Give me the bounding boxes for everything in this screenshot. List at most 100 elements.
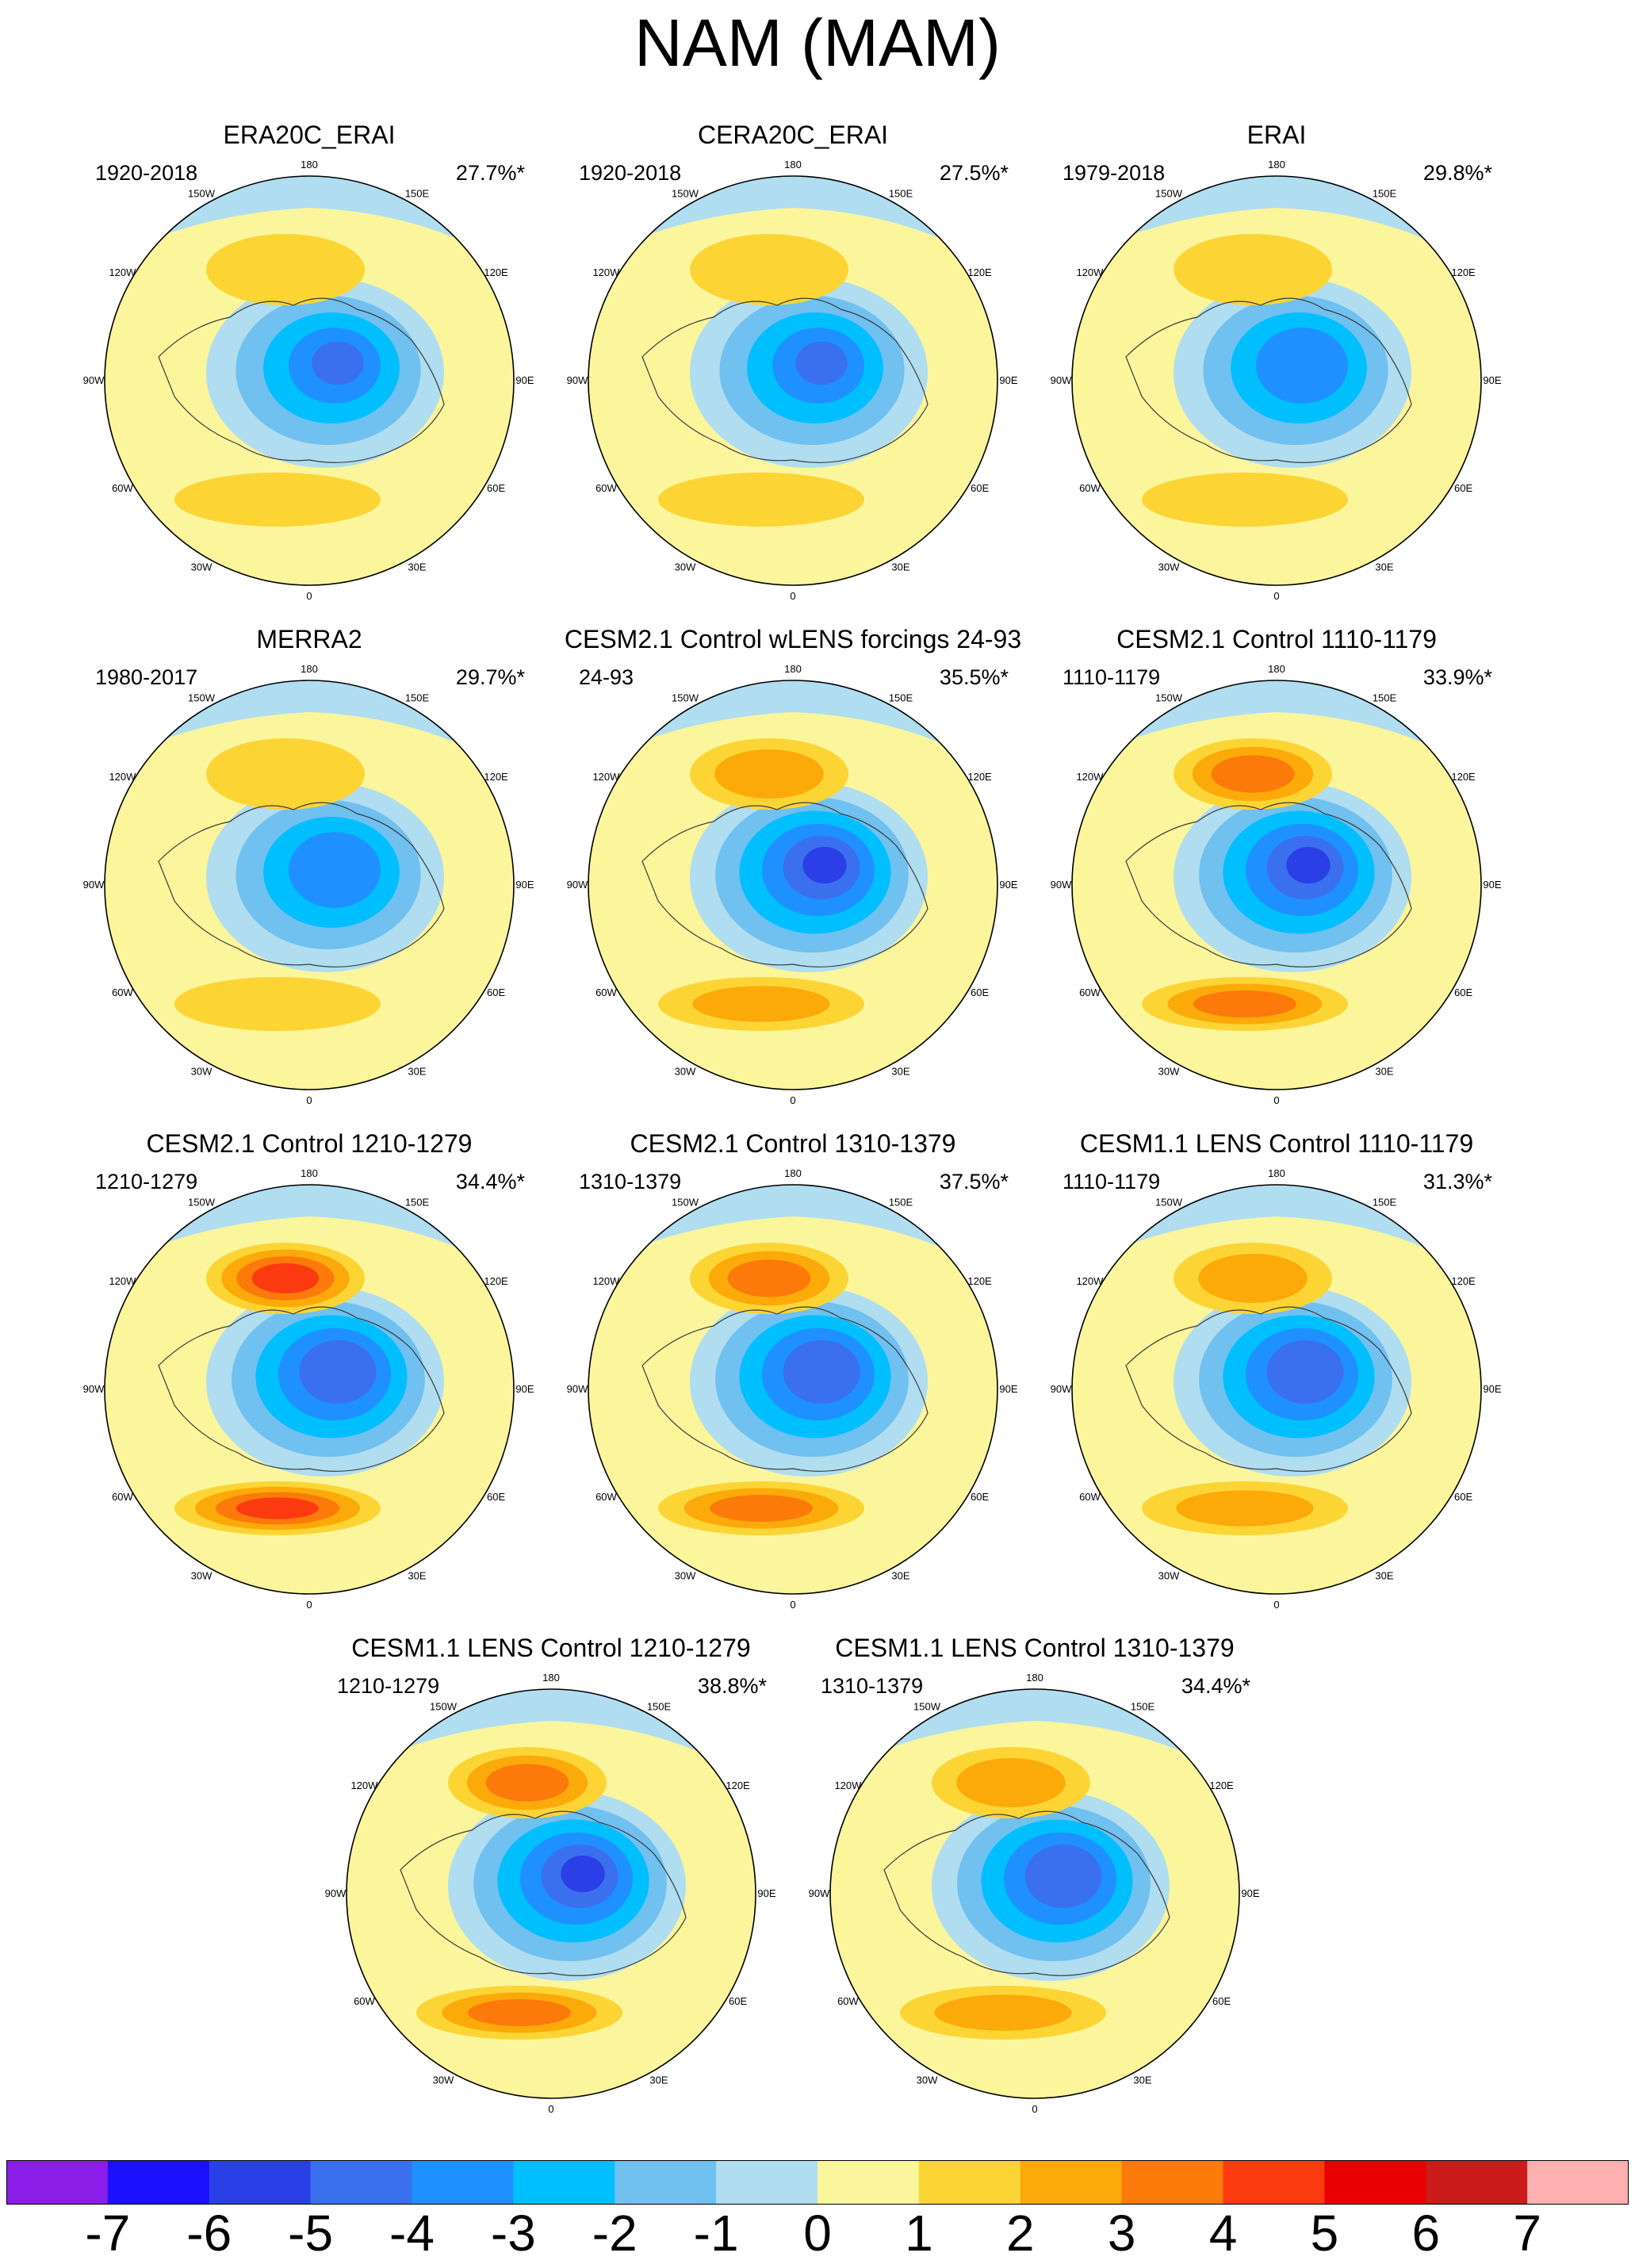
longitude-label: 30E xyxy=(891,561,909,573)
low-contour-level xyxy=(299,1340,377,1404)
colorbar-tick-label: 4 xyxy=(1208,2205,1238,2262)
atlantic-high-contour-level xyxy=(710,1495,813,1522)
longitude-label: 150E xyxy=(647,1700,672,1712)
longitude-label: 90W xyxy=(567,879,588,891)
pacific-high-contour-level xyxy=(1211,755,1295,793)
polar-map: 180 150E 120E 90E 60E 30E 0 30W 60W 90W 120W 150W xyxy=(1051,663,1502,1106)
longitude-label: 30E xyxy=(1375,561,1393,573)
map-panel: CESM1.1 LENS Control 1110-1179 1110-1179 3… xyxy=(1039,1128,1514,1635)
longitude-label: 60W xyxy=(112,482,133,494)
map-boundary xyxy=(346,1688,756,2099)
colorbar-swatch xyxy=(209,2160,312,2205)
atlantic-high-contour-level xyxy=(1142,473,1348,527)
colorbar-swatch xyxy=(1020,2160,1123,2205)
anomaly-field xyxy=(1072,1185,1481,1594)
map-boundary xyxy=(1071,1184,1482,1595)
colorbar-frame xyxy=(6,2160,1629,2205)
atlantic-high-contour-level xyxy=(692,986,830,1022)
coastline xyxy=(883,1810,1170,1976)
low-contour-level xyxy=(795,341,848,385)
longitude-label: 90W xyxy=(1051,879,1072,891)
coastline xyxy=(158,297,445,463)
longitude-label: 90W xyxy=(83,374,105,386)
longitude-label: 60W xyxy=(595,1491,617,1503)
polar-map: 180 150E 120E 90E 60E 30E 0 30W 60W 90W 120W 150W xyxy=(1051,1167,1502,1611)
longitude-label: 120W xyxy=(1076,266,1104,278)
longitude-label: 120E xyxy=(726,1780,750,1791)
longitude-label: 90W xyxy=(325,1887,347,1899)
longitude-label: 60W xyxy=(1079,1491,1101,1503)
colorbar-swatch xyxy=(716,2160,818,2205)
coastline xyxy=(1125,297,1412,463)
longitude-label: 120W xyxy=(109,266,136,278)
longitude-label: 150E xyxy=(405,1196,430,1208)
map-panel: CESM1.1 LENS Control 1210-1279 1210-1279 3… xyxy=(313,1632,789,2140)
low-contour-level xyxy=(1256,328,1348,404)
longitude-label: 60E xyxy=(971,482,989,494)
longitude-label: 30W xyxy=(675,561,696,573)
map-boundary xyxy=(104,175,515,586)
polar-map: 180 150E 120E 90E 60E 30E 0 30W 60W 90W 120W 150W xyxy=(83,1167,534,1611)
polar-map: 180 150E 120E 90E 60E 30E 0 30W 60W 90W 120W 150W xyxy=(567,1167,1018,1611)
longitude-label: 150E xyxy=(1373,692,1397,703)
longitude-label: 150W xyxy=(188,1196,216,1208)
map-boundary xyxy=(588,1184,998,1595)
panel-period: 1310-1379 xyxy=(579,1170,682,1193)
longitude-label: 30W xyxy=(917,2075,938,2086)
longitude-label: 150W xyxy=(1155,692,1183,703)
panel-explained-variance: 34.4%* xyxy=(1181,1674,1250,1698)
longitude-label: 30W xyxy=(433,2075,454,2086)
longitude-label: 90W xyxy=(1051,1383,1072,1395)
longitude-label: 0 xyxy=(1273,590,1279,602)
panel-title: CESM1.1 LENS Control 1110-1179 xyxy=(1079,1129,1474,1158)
colorbar-tick-label: -1 xyxy=(693,2205,739,2262)
longitude-label: 60E xyxy=(487,1491,505,1503)
map-panel: ERA20C_ERAI 1920-2018 27.7%* 180 150E 120E 90E… xyxy=(71,119,547,626)
map-panel: CESM1.1 LENS Control 1310-1379 1310-1379 3… xyxy=(797,1632,1273,2140)
colorbar-swatch xyxy=(1324,2160,1426,2205)
atlantic-high-contour-level xyxy=(1193,990,1296,1017)
low-contour-level xyxy=(783,1340,860,1404)
longitude-label: 180 xyxy=(784,663,802,675)
panel-explained-variance: 31.3%* xyxy=(1422,1170,1492,1193)
colorbar-swatches xyxy=(6,2160,1629,2205)
colorbar-tick-label: 7 xyxy=(1513,2205,1541,2262)
longitude-label: 30W xyxy=(675,1066,696,1078)
longitude-label: 0 xyxy=(548,2103,553,2115)
map-panel: ERAI 1979-2018 29.8%* 180 150E 120E 90E 60E 30E 0… xyxy=(1039,119,1514,626)
longitude-label: 30E xyxy=(1133,2075,1151,2086)
anomaly-field xyxy=(105,680,514,1090)
longitude-label: 120W xyxy=(1076,1275,1104,1287)
polar-map: 180 150E 120E 90E 60E 30E 0 30W 60W 90W 120W 150W xyxy=(1051,159,1502,602)
longitude-label: 180 xyxy=(542,1672,560,1684)
longitude-label: 30W xyxy=(191,1066,213,1078)
panel-title: CESM1.1 LENS Control 1310-1379 xyxy=(835,1634,1235,1662)
colorbar-swatch xyxy=(1121,2160,1223,2205)
anomaly-field xyxy=(1072,176,1481,585)
low-contour-level xyxy=(561,1855,605,1893)
colorbar-tick-label: -7 xyxy=(85,2205,131,2262)
colorbar-tick-label: 3 xyxy=(1107,2205,1136,2262)
panel-explained-variance: 27.5%* xyxy=(939,161,1009,185)
colorbar-tick-label: 5 xyxy=(1310,2205,1339,2262)
longitude-label: 60W xyxy=(595,482,617,494)
atlantic-high-contour-level xyxy=(174,473,381,527)
longitude-label: 120W xyxy=(592,266,620,278)
anomaly-field xyxy=(588,1185,997,1594)
coastline xyxy=(400,1810,687,1976)
longitude-label: 30E xyxy=(1375,1066,1393,1078)
longitude-label: 120E xyxy=(1451,266,1476,278)
longitude-label: 90W xyxy=(1051,374,1072,386)
pacific-high-contour-level xyxy=(206,234,365,305)
longitude-label: 60E xyxy=(1454,482,1472,494)
pacific-high-contour-level xyxy=(1198,1254,1308,1303)
longitude-label: 90W xyxy=(809,1887,830,1899)
longitude-label: 150E xyxy=(1131,1700,1155,1712)
panel-period: 1920-2018 xyxy=(579,161,682,185)
colorbar-swatch xyxy=(818,2160,920,2205)
panel-explained-variance: 38.8%* xyxy=(697,1674,767,1698)
longitude-label: 60E xyxy=(729,1995,747,2007)
longitude-label: 120E xyxy=(484,771,508,783)
pacific-high-contour-level xyxy=(485,1764,569,1802)
longitude-label: 30W xyxy=(1158,1570,1180,1582)
